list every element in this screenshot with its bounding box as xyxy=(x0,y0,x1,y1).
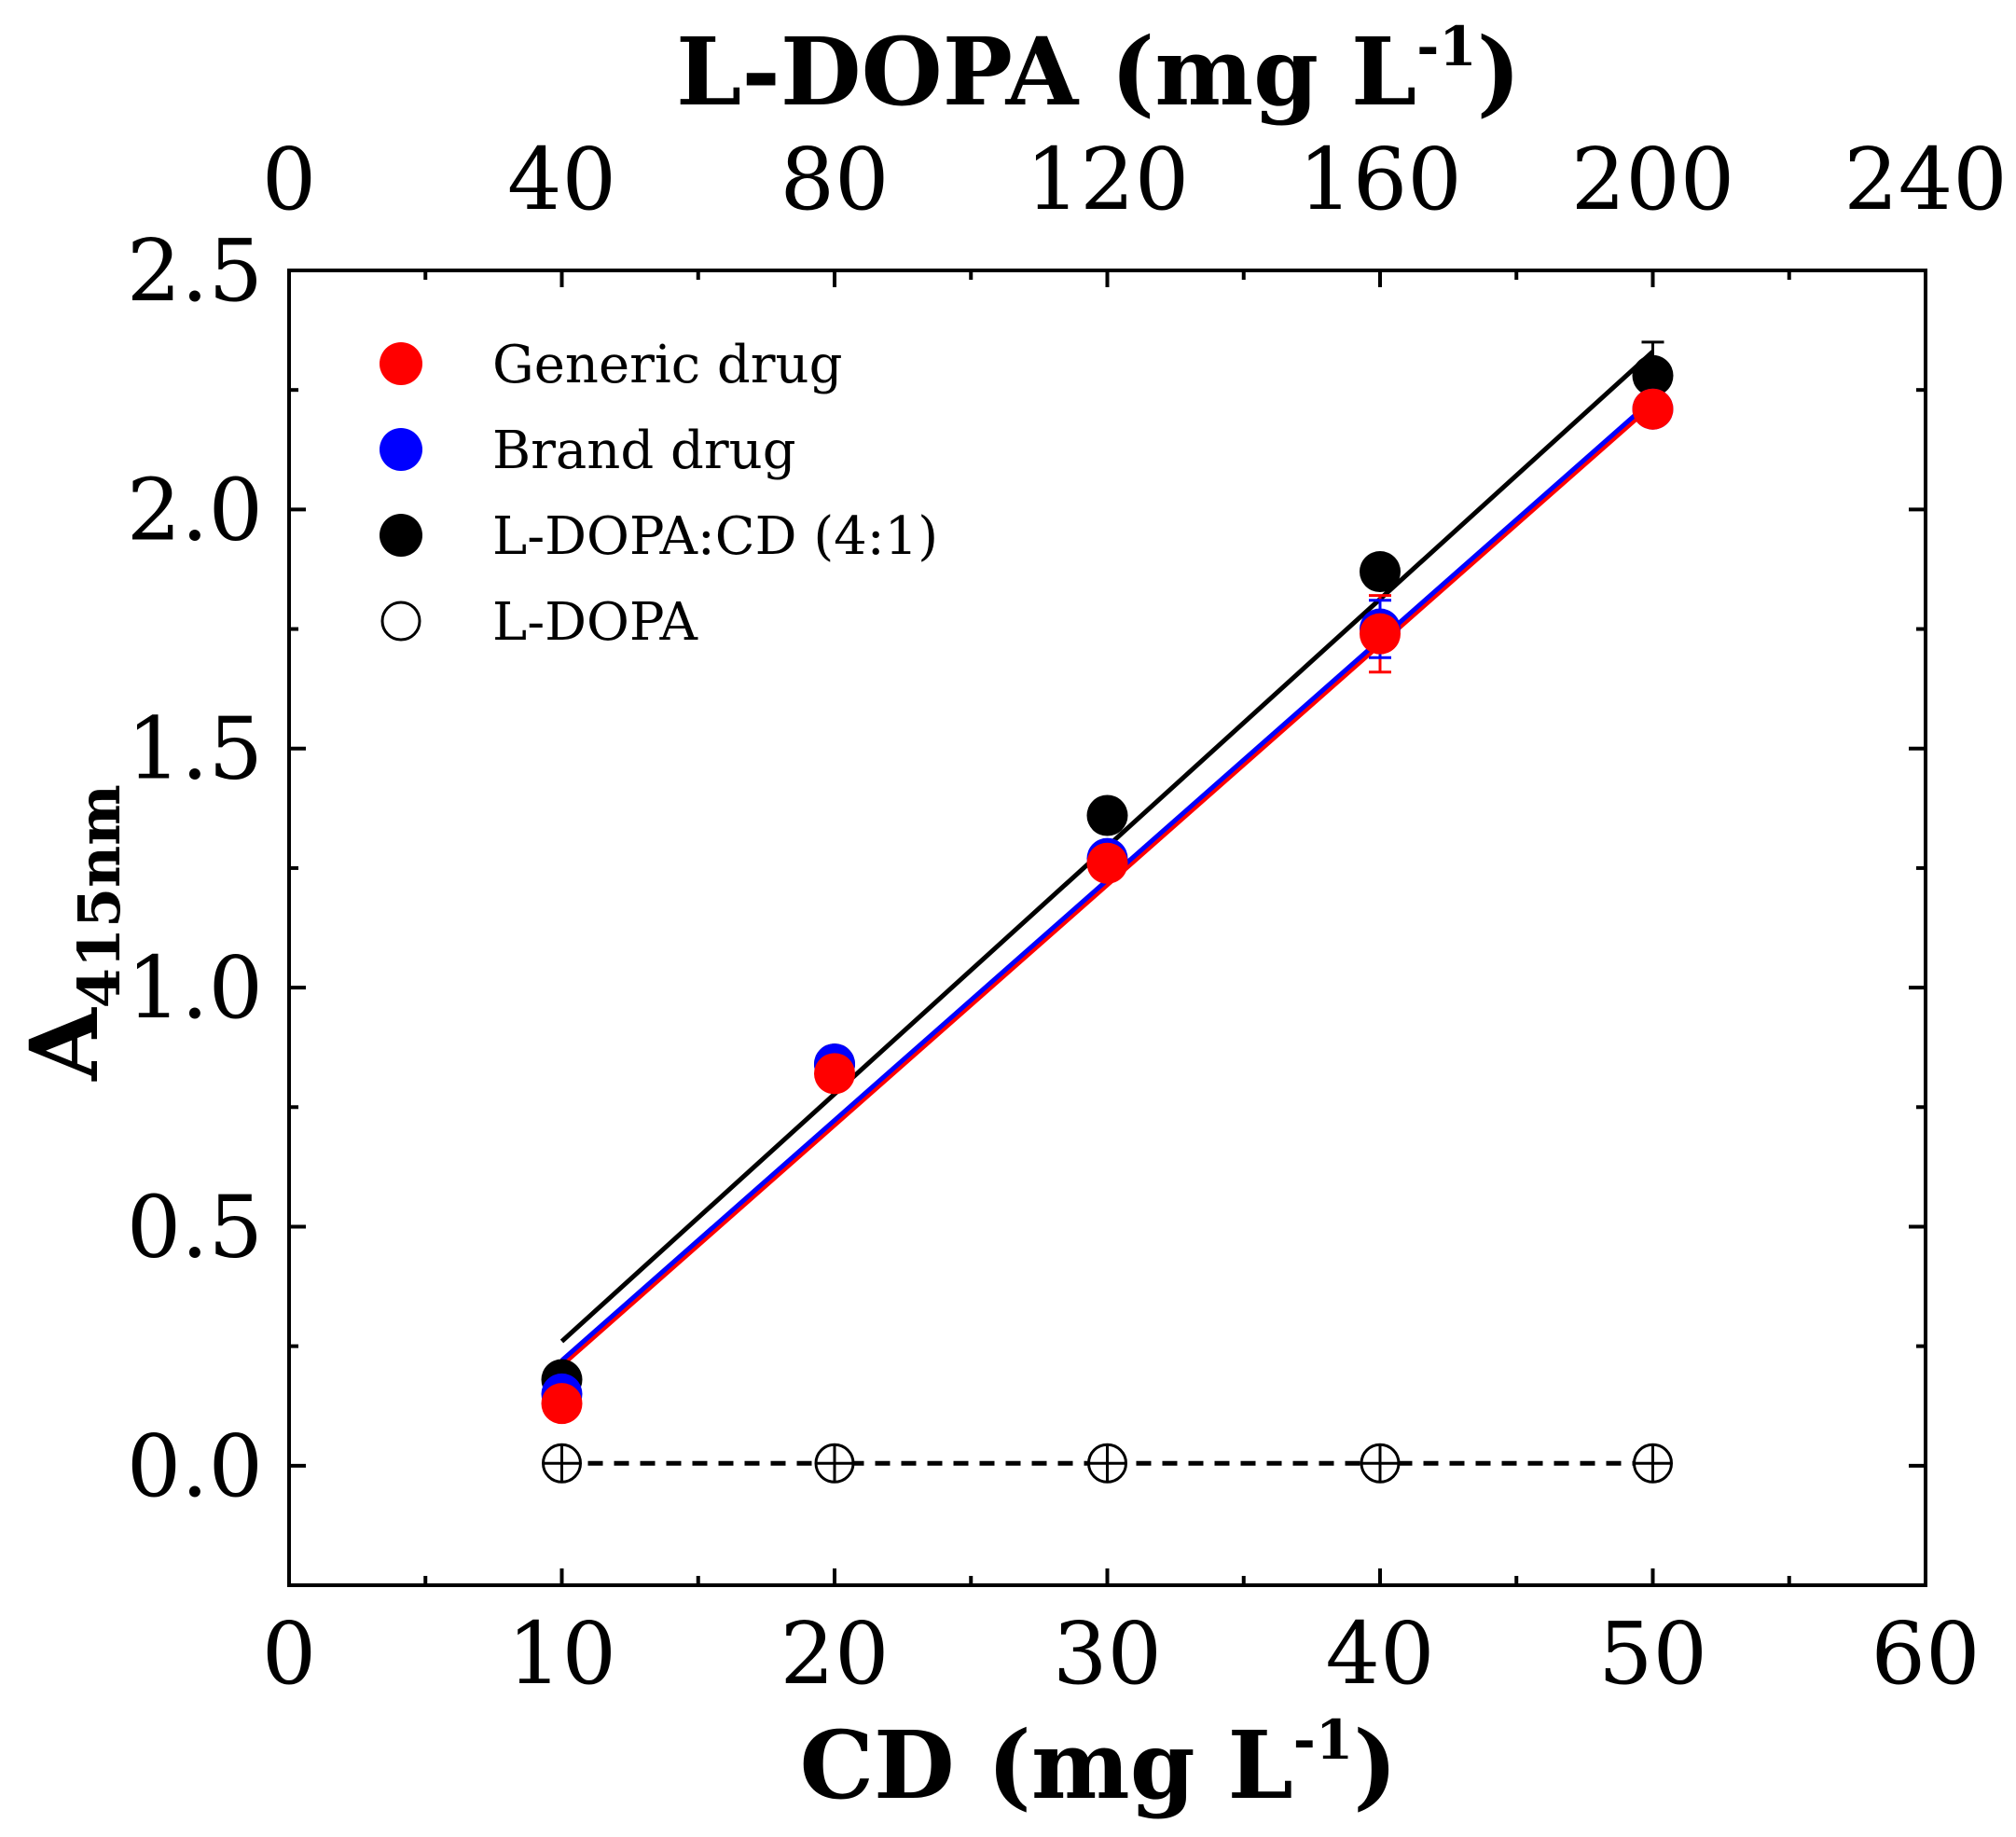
top-tick-label: 200 xyxy=(1571,130,1735,229)
y-tick-label: 2.5 xyxy=(127,221,263,321)
x-tick-label: 10 xyxy=(507,1604,616,1704)
x-tick-label: 0 xyxy=(262,1604,317,1704)
data-points xyxy=(541,354,1674,1484)
legend-label: L-DOPA:CD (4:1) xyxy=(492,506,938,567)
y-axis-title: A415nm xyxy=(9,784,133,1082)
top-tick-label: 40 xyxy=(507,130,616,229)
x-tick-label: 20 xyxy=(780,1604,889,1704)
legend-label: Brand drug xyxy=(492,421,796,481)
y-axis-title-main: A xyxy=(9,1007,119,1082)
y-tick-label: 0.5 xyxy=(127,1177,263,1277)
x-tick-label: 30 xyxy=(1053,1604,1162,1704)
data-point xyxy=(541,1383,583,1425)
data-point xyxy=(1360,551,1401,593)
top-tick-label: 240 xyxy=(1843,130,2008,229)
top-x-axis: 0 40 80 120 160 200 240 xyxy=(262,130,2008,229)
data-point xyxy=(1632,388,1674,430)
y-axis-title-sub: 415nm xyxy=(65,784,133,1008)
x-axis-title: CD (mg L-1) xyxy=(799,1708,1397,1820)
top-axis-title-end: ) xyxy=(1477,17,1521,127)
legend-label: L-DOPA xyxy=(492,592,697,653)
legend-marker xyxy=(380,514,422,557)
x-axis-title-end: ) xyxy=(1353,1710,1397,1820)
y-tick-label: 1.5 xyxy=(127,699,263,799)
legend-marker xyxy=(380,428,422,471)
x-tick-label: 60 xyxy=(1871,1604,1980,1704)
data-point xyxy=(1086,842,1128,884)
top-tick-label: 80 xyxy=(780,130,889,229)
top-tick-label: 160 xyxy=(1298,130,1462,229)
top-axis-title-sup: -1 xyxy=(1416,15,1476,78)
top-axis-title-main: L-DOPA (mg L xyxy=(676,17,1416,127)
x-tick-label: 40 xyxy=(1325,1604,1434,1704)
legend-marker xyxy=(380,601,421,642)
left-y-axis: 0.0 0.5 1.0 1.5 2.0 2.5 xyxy=(127,221,1926,1587)
fit-line xyxy=(559,402,1655,1368)
top-tick-label: 0 xyxy=(262,130,317,229)
x-axis-title-main: CD (mg L xyxy=(799,1710,1292,1820)
y-tick-label: 1.0 xyxy=(127,938,263,1038)
data-point xyxy=(1632,354,1674,396)
x-tick-label: 50 xyxy=(1598,1604,1707,1704)
legend-label: Generic drug xyxy=(492,335,842,395)
x-axis-title-sup: -1 xyxy=(1293,1708,1353,1772)
top-axis-title: L-DOPA (mg L-1) xyxy=(676,15,1521,127)
data-point xyxy=(1360,613,1401,655)
y-tick-label: 0.0 xyxy=(127,1416,263,1516)
bottom-x-axis: 0 10 20 30 40 50 60 xyxy=(262,270,1981,1704)
top-tick-label: 120 xyxy=(1026,130,1190,229)
legend: Generic drug Brand drug L-DOPA:CD (4:1) L-D… xyxy=(380,335,938,653)
y-tick-label: 2.0 xyxy=(127,460,263,559)
data-point xyxy=(1086,794,1128,836)
legend-marker xyxy=(380,342,422,385)
data-point xyxy=(814,1053,855,1095)
